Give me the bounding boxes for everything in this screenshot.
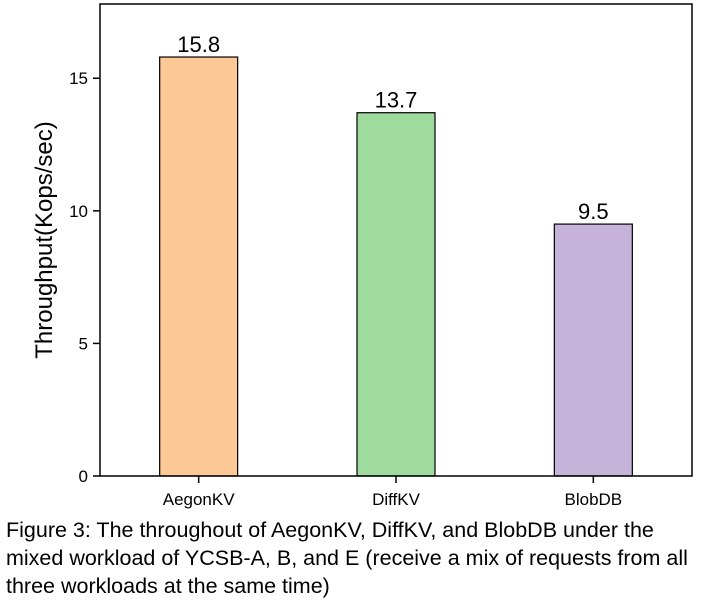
- x-tick-label: DiffKV: [372, 490, 421, 509]
- data-label-blobdb: 9.5: [578, 199, 609, 224]
- bar-diffkv: [356, 112, 436, 477]
- y-tick-label: 15: [69, 69, 88, 88]
- y-tick-label: 5: [79, 334, 88, 353]
- x-tick-label: AegonKV: [163, 490, 235, 509]
- bar-blobdb: [553, 223, 633, 477]
- plot-frame: [99, 3, 693, 477]
- bar-aegonkv: [159, 56, 239, 477]
- y-tick-label: 0: [79, 467, 88, 486]
- data-label-aegonkv: 15.8: [177, 32, 220, 57]
- y-axis-ticks: 0 5 10 15: [69, 69, 100, 486]
- x-tick-label: BlobDB: [565, 490, 623, 509]
- y-tick-label: 10: [69, 202, 88, 221]
- data-labels: 15.8 13.7 9.5: [177, 32, 608, 224]
- y-axis-label: Throughput(Kops/sec): [31, 121, 58, 358]
- x-axis-ticks: AegonKV DiffKV BlobDB: [163, 476, 622, 509]
- bars: [159, 56, 633, 477]
- data-label-diffkv: 13.7: [375, 88, 418, 113]
- figure-caption: Figure 3: The throughout of AegonKV, Dif…: [6, 518, 688, 598]
- bar-chart: 0 5 10 15 15.8 13.7 9.5 AegonKV DiffKV BlobDB T…: [31, 3, 693, 509]
